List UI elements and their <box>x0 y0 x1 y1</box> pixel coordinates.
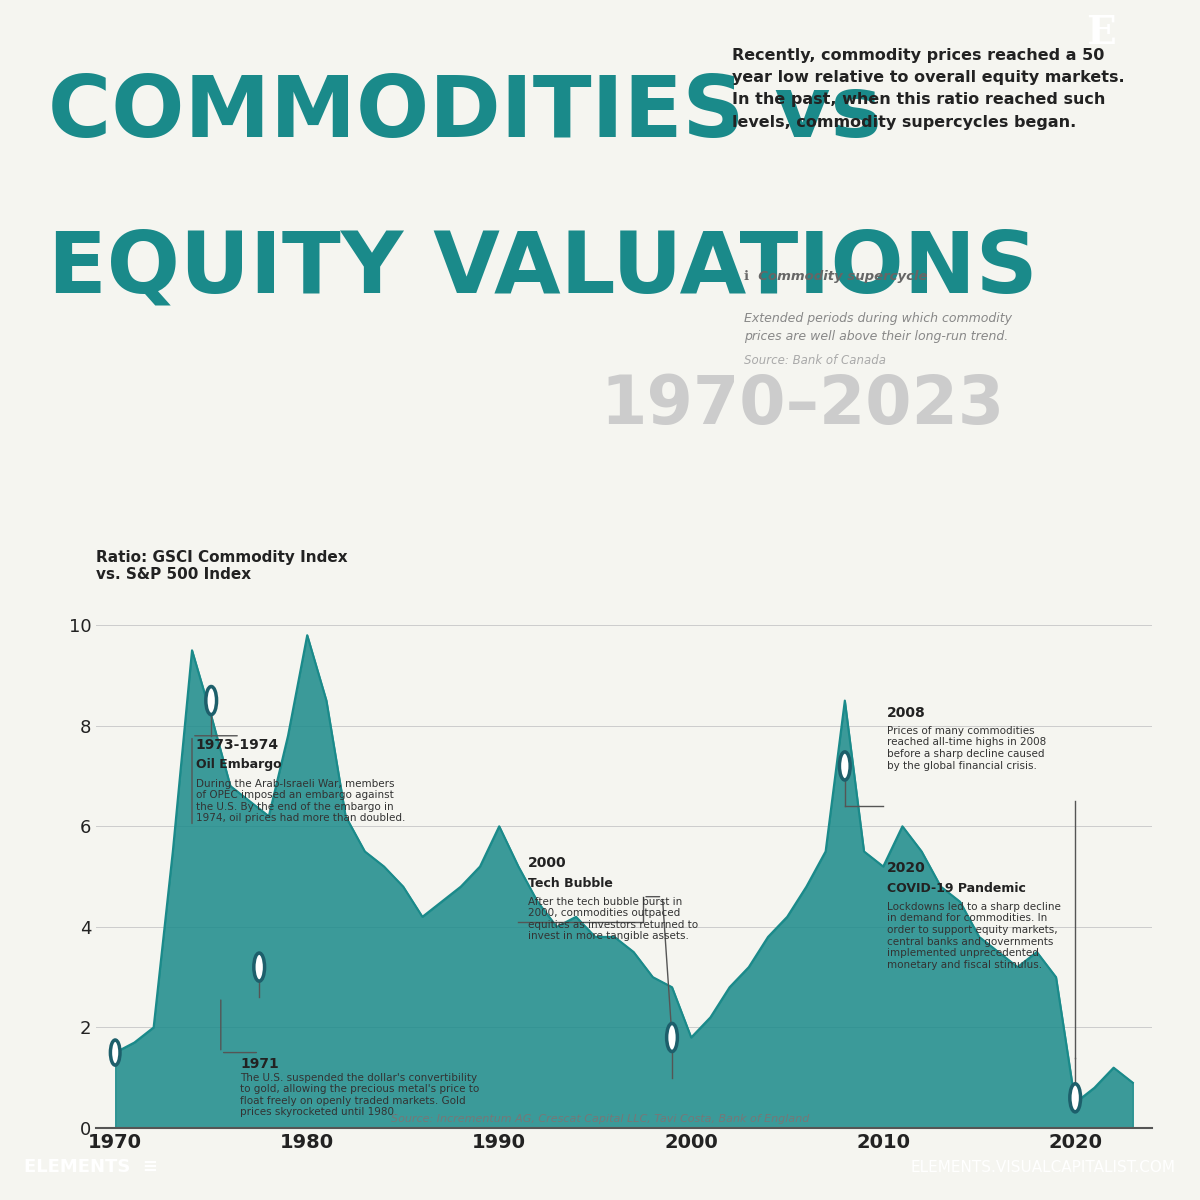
Text: During the Arab-Israeli War, members
of OPEC imposed an embargo against
the U.S.: During the Arab-Israeli War, members of … <box>196 779 406 823</box>
Circle shape <box>254 953 264 982</box>
Text: 1971: 1971 <box>240 1056 278 1070</box>
Text: Source: Incrementum AG, Crescat Capital LLC, Tavi Costa, Bank of England: Source: Incrementum AG, Crescat Capital … <box>391 1115 809 1124</box>
Text: 1973-1974: 1973-1974 <box>196 738 278 752</box>
Text: Extended periods during which commodity
prices are well above their long-run tre: Extended periods during which commodity … <box>744 312 1012 343</box>
Text: Oil Embargo: Oil Embargo <box>196 758 282 772</box>
Text: Lockdowns led to a sharp decline
in demand for commodities. In
order to support : Lockdowns led to a sharp decline in dema… <box>887 901 1061 970</box>
Text: Source: Bank of Canada: Source: Bank of Canada <box>744 354 886 367</box>
Circle shape <box>206 686 216 715</box>
Text: E: E <box>1086 14 1116 52</box>
Text: 2020: 2020 <box>887 862 925 876</box>
Text: Recently, commodity prices reached a 50
year low relative to overall equity mark: Recently, commodity prices reached a 50 … <box>732 48 1124 130</box>
Circle shape <box>110 1040 120 1066</box>
Text: COMMODITIES vs: COMMODITIES vs <box>48 72 882 155</box>
Text: ℹ  Commodity supercycle: ℹ Commodity supercycle <box>744 270 928 283</box>
Text: After the tech bubble burst in
2000, commodities outpaced
equities as investors : After the tech bubble burst in 2000, com… <box>528 896 698 942</box>
Text: Prices of many commodities
reached all-time highs in 2008
before a sharp decline: Prices of many commodities reached all-t… <box>887 726 1046 770</box>
Text: EQUITY VALUATIONS: EQUITY VALUATIONS <box>48 228 1038 311</box>
Text: Ratio: GSCI Commodity Index
vs. S&P 500 Index: Ratio: GSCI Commodity Index vs. S&P 500 … <box>96 550 348 582</box>
Text: ELEMENTS  ≡: ELEMENTS ≡ <box>24 1158 158 1176</box>
Circle shape <box>840 752 850 780</box>
Circle shape <box>667 1024 677 1051</box>
Text: The U.S. suspended the dollar's convertibility
to gold, allowing the precious me: The U.S. suspended the dollar's converti… <box>240 1073 479 1117</box>
Text: Tech Bubble: Tech Bubble <box>528 876 613 889</box>
Text: ELEMENTS.VISUALCAPITALIST.COM: ELEMENTS.VISUALCAPITALIST.COM <box>911 1159 1176 1175</box>
Text: 2000: 2000 <box>528 857 566 870</box>
Circle shape <box>1070 1084 1080 1112</box>
Text: 2008: 2008 <box>887 706 925 720</box>
Text: COVID-19 Pandemic: COVID-19 Pandemic <box>887 882 1026 895</box>
Text: 1970–2023: 1970–2023 <box>600 372 1004 438</box>
